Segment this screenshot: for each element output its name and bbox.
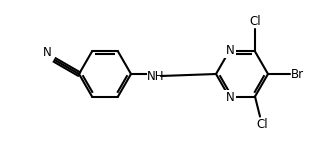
Text: NH: NH (147, 70, 164, 82)
Text: N: N (226, 91, 234, 104)
Text: N: N (226, 44, 234, 57)
Text: Br: Br (291, 67, 304, 81)
Text: Cl: Cl (249, 16, 261, 28)
Text: N: N (43, 46, 52, 59)
Text: Cl: Cl (256, 118, 268, 131)
